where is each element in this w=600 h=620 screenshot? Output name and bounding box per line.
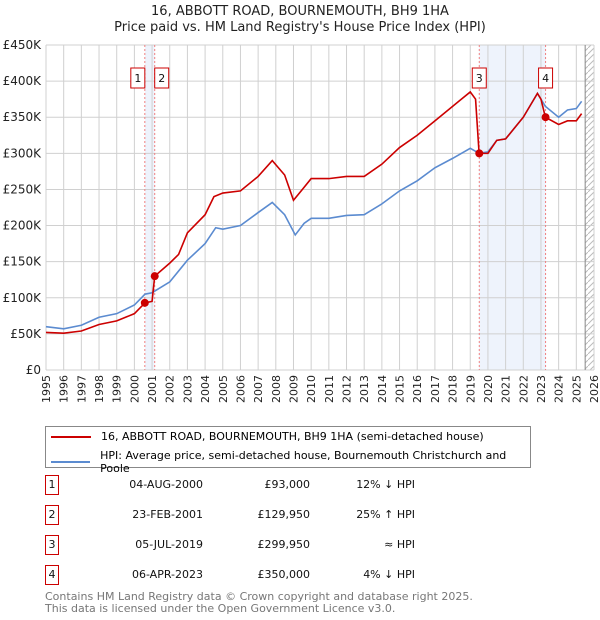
x-tick-label: 2017	[429, 375, 442, 403]
x-tick-label: 2023	[535, 375, 548, 403]
x-tick-label: 2009	[287, 375, 300, 403]
x-tick-label: 1998	[93, 375, 106, 403]
sale-date: 06-APR-2023	[131, 568, 203, 581]
x-tick-label: 1999	[111, 375, 124, 403]
y-tick-label: £400K	[3, 74, 43, 88]
x-tick-label: 2011	[323, 375, 336, 403]
x-tick-label: 2015	[394, 375, 407, 403]
x-tick-label: 2006	[234, 375, 247, 403]
sale-date: 05-JUL-2019	[135, 538, 203, 551]
x-tick-label: 2013	[358, 375, 371, 403]
sale-label-number: 3	[476, 72, 483, 85]
x-tick-label: 2003	[181, 375, 194, 403]
sale-point	[140, 298, 149, 307]
x-tick-label: 2004	[199, 375, 212, 403]
sale-number: 1	[45, 475, 59, 495]
sale-label-number: 4	[542, 72, 549, 85]
sale-label-number: 1	[134, 72, 141, 85]
x-tick-label: 1995	[40, 375, 53, 403]
footer-licence: This data is licensed under the Open Gov…	[45, 602, 396, 615]
footer-copyright: Contains HM Land Registry data © Crown c…	[45, 590, 473, 603]
x-tick-label: 2000	[128, 375, 141, 403]
sale-hpi-comparison: ≈ HPI	[384, 538, 415, 551]
y-tick-label: £100K	[3, 291, 43, 305]
x-tick-label: 2018	[447, 375, 460, 403]
sale-hpi-comparison: 12% ↓ HPI	[356, 478, 415, 491]
x-tick-label: 2024	[553, 375, 566, 403]
x-tick-label: 2022	[517, 375, 530, 403]
x-tick-label: 2005	[217, 375, 230, 403]
x-tick-label: 2021	[500, 375, 513, 403]
shaded-period	[479, 45, 546, 370]
x-tick-label: 1996	[58, 375, 71, 403]
chart-subtitle: Price paid vs. HM Land Registry's House …	[114, 20, 486, 35]
y-tick-label: £300K	[3, 146, 43, 160]
y-tick-label: £50K	[10, 327, 42, 341]
sale-date: 04-AUG-2000	[129, 478, 203, 491]
sale-point	[475, 149, 484, 158]
y-tick-label: £0	[26, 363, 41, 377]
x-tick-label: 2014	[376, 375, 389, 403]
x-tick-label: 2026	[588, 375, 600, 403]
sale-price: £299,950	[257, 538, 311, 551]
sale-price: £93,000	[264, 478, 311, 491]
legend-swatch-hpi	[51, 461, 91, 463]
sale-label-box	[130, 67, 146, 89]
y-tick-label: £350K	[3, 110, 43, 124]
y-tick-label: £200K	[3, 219, 43, 233]
sale-number: 3	[45, 535, 59, 555]
forecast-hatch	[585, 45, 594, 370]
sale-point	[150, 272, 159, 281]
x-tick-label: 2010	[305, 375, 318, 403]
chart-title: 16, ABBOTT ROAD, BOURNEMOUTH, BH9 1HA	[151, 4, 449, 19]
shaded-period	[144, 45, 155, 370]
sale-price: £350,000	[257, 568, 311, 581]
sale-hpi-comparison: 25% ↑ HPI	[356, 508, 415, 521]
x-tick-label: 2001	[146, 375, 159, 403]
sale-price: £129,950	[257, 508, 311, 521]
sale-date: 23-FEB-2001	[132, 508, 203, 521]
plot-area: 1995 1996 1997 1998 1999 2000 2001 2002 2003 2004…	[3, 38, 600, 403]
x-tick-label: 2002	[164, 375, 177, 403]
x-tick-label: 2019	[464, 375, 477, 403]
x-tick-label: 2025	[570, 375, 583, 403]
x-tick-label: 2012	[341, 375, 354, 403]
y-tick-label: £450K	[3, 38, 43, 52]
legend: 16, ABBOTT ROAD, BOURNEMOUTH, BH9 1HA (s…	[45, 426, 531, 475]
sale-hpi-comparison: 4% ↓ HPI	[363, 568, 415, 581]
sale-label-box	[471, 67, 487, 89]
legend-label-hpi: HPI: Average price, semi-detached house,…	[100, 449, 507, 475]
x-tick-label: 2008	[270, 375, 283, 403]
y-tick-label: £250K	[3, 182, 43, 196]
sale-point	[541, 113, 550, 122]
x-tick-label: 2007	[252, 375, 265, 403]
legend-label-price: 16, ABBOTT ROAD, BOURNEMOUTH, BH9 1HA (s…	[101, 430, 484, 443]
price-line	[45, 90, 583, 334]
sale-label-box	[538, 67, 554, 89]
sale-label-number: 2	[158, 72, 165, 85]
sale-number: 2	[45, 505, 59, 525]
x-tick-label: 2020	[482, 375, 495, 403]
x-tick-label: 1997	[75, 375, 88, 403]
sale-number: 4	[45, 565, 59, 585]
y-tick-label: £150K	[3, 255, 43, 269]
sale-label-box	[154, 67, 170, 89]
legend-swatch-price	[51, 435, 91, 438]
x-tick-label: 2016	[411, 375, 424, 403]
